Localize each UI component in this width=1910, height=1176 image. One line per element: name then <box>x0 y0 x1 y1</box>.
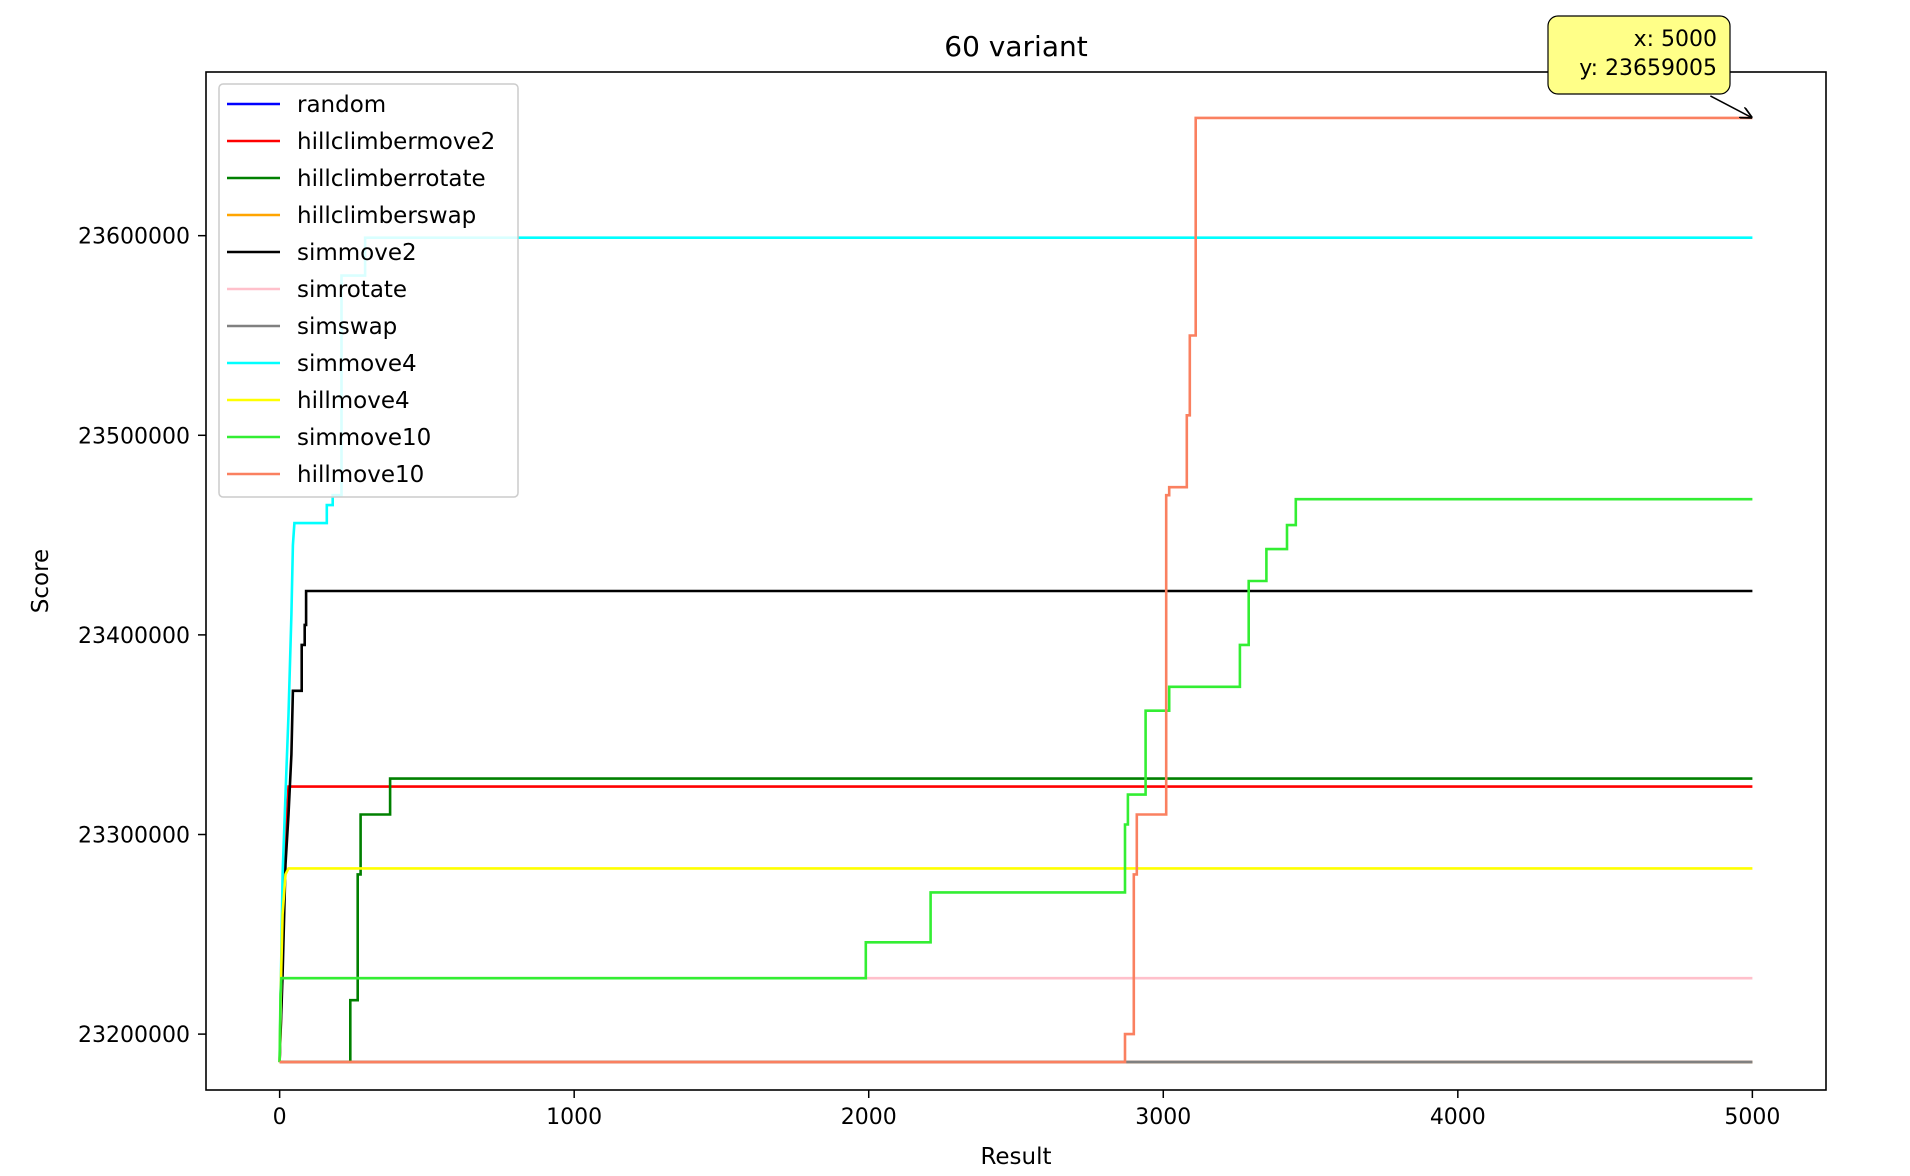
chart-title: 60 variant <box>944 30 1087 63</box>
legend-label-hillmove10: hillmove10 <box>297 462 424 488</box>
annotation-arrow <box>1710 95 1752 118</box>
plot-frame <box>205 71 1827 1091</box>
legend-label-hillmove4: hillmove4 <box>297 388 410 414</box>
legend: random hillclimbermove2 hillclimberrotate h… <box>218 83 519 498</box>
annotation-x-text: x: 5000 <box>1634 27 1717 52</box>
y-axis-label: Score <box>28 549 54 613</box>
series-line-simmove2 <box>278 589 1753 1063</box>
y-tick-label: 23400000 <box>78 624 190 649</box>
series-line-hillclimbermove2 <box>278 785 1753 1063</box>
legend-label-simmove2: simmove2 <box>297 240 417 266</box>
y-tick-label: 23300000 <box>78 824 190 849</box>
y-tick-label: 23600000 <box>78 225 190 250</box>
y-axis: 23200000 23300000 23400000 23500000 23600000 <box>78 225 206 1048</box>
x-axis: 0 1000 2000 3000 4000 5000 <box>273 1090 1780 1130</box>
x-tick-label: 0 <box>273 1105 287 1130</box>
series-line-hillmove4 <box>278 867 1753 1063</box>
legend-label-hillclimberrotate: hillclimberrotate <box>297 166 486 192</box>
series-layer <box>278 116 1753 1064</box>
series-line-simmove10 <box>278 497 1753 1063</box>
legend-label-simmove4: simmove4 <box>297 351 417 377</box>
legend-label-hillclimberswap: hillclimberswap <box>297 203 476 229</box>
y-tick-label: 23200000 <box>78 1023 190 1048</box>
x-tick-label: 1000 <box>546 1105 602 1130</box>
series-line-hillclimberrotate <box>279 777 1753 1064</box>
x-tick-label: 4000 <box>1430 1105 1486 1130</box>
x-tick-label: 5000 <box>1724 1105 1780 1130</box>
legend-label-simmove10: simmove10 <box>297 425 431 451</box>
x-axis-label: Result <box>980 1144 1051 1170</box>
point-annotation: x: 5000 y: 23659005 <box>1547 15 1752 118</box>
y-tick-label: 23500000 <box>78 424 190 449</box>
annotation-box <box>1547 15 1731 95</box>
annotation-y-text: y: 23659005 <box>1579 56 1717 81</box>
series-line-hillmove10 <box>279 116 1753 1064</box>
legend-label-simrotate: simrotate <box>297 277 407 303</box>
x-tick-label: 2000 <box>841 1105 897 1130</box>
series-line-simrotate <box>278 976 1753 1063</box>
x-tick-label: 3000 <box>1135 1105 1191 1130</box>
legend-label-simswap: simswap <box>297 314 397 340</box>
legend-box <box>218 83 519 498</box>
legend-label-hillclimbermove2: hillclimbermove2 <box>297 129 495 155</box>
legend-label-random: random <box>297 92 386 118</box>
